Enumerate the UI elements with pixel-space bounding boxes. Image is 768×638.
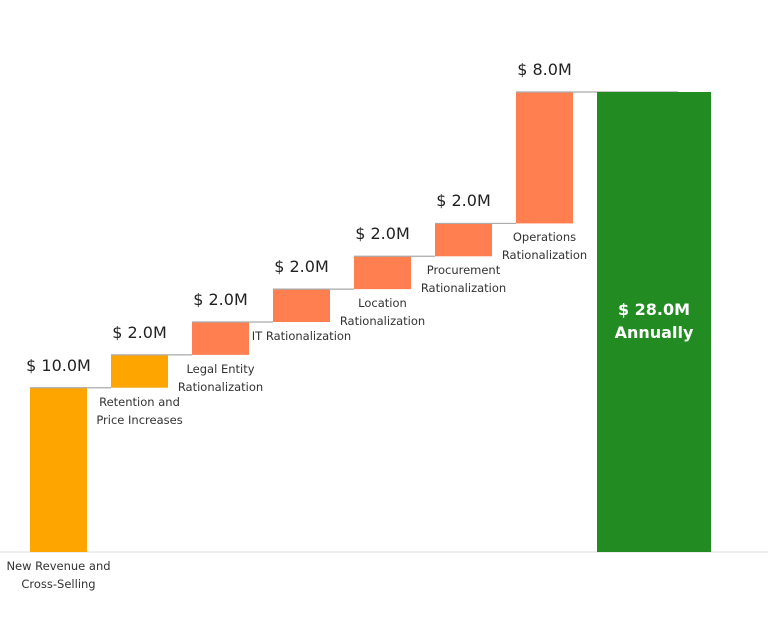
category-label: IT Rationalization (251, 329, 352, 343)
bar (354, 256, 411, 290)
bar (516, 92, 573, 224)
category-label: Procurement Rationalization (420, 263, 507, 296)
bar (30, 387, 87, 552)
value-label: $ 2.0M (193, 290, 248, 309)
bar (273, 289, 330, 322)
category-label: Retention and Price Increases (96, 394, 183, 427)
value-label: $ 10.0M (26, 355, 91, 375)
value-label: $ 2.0M (112, 322, 167, 342)
category-label: New Revenue and Cross-Selling (6, 559, 111, 591)
total-value-label: $ 28.0M (617, 300, 691, 319)
category-label: Operations Rationalization (501, 230, 588, 263)
category-label: Location Rationalization (339, 296, 426, 329)
category-label: Legal Entity Rationalization (177, 361, 264, 394)
bar (192, 322, 249, 355)
bar (111, 354, 168, 388)
total-bar (597, 92, 711, 552)
value-label: $ 2.0M (274, 257, 329, 277)
value-label: $ 2.0M (436, 191, 491, 211)
value-label: $ 8.0M (517, 60, 572, 79)
bar (435, 223, 492, 257)
total-label: Annually (614, 323, 694, 342)
value-label: $ 2.0M (355, 224, 410, 244)
